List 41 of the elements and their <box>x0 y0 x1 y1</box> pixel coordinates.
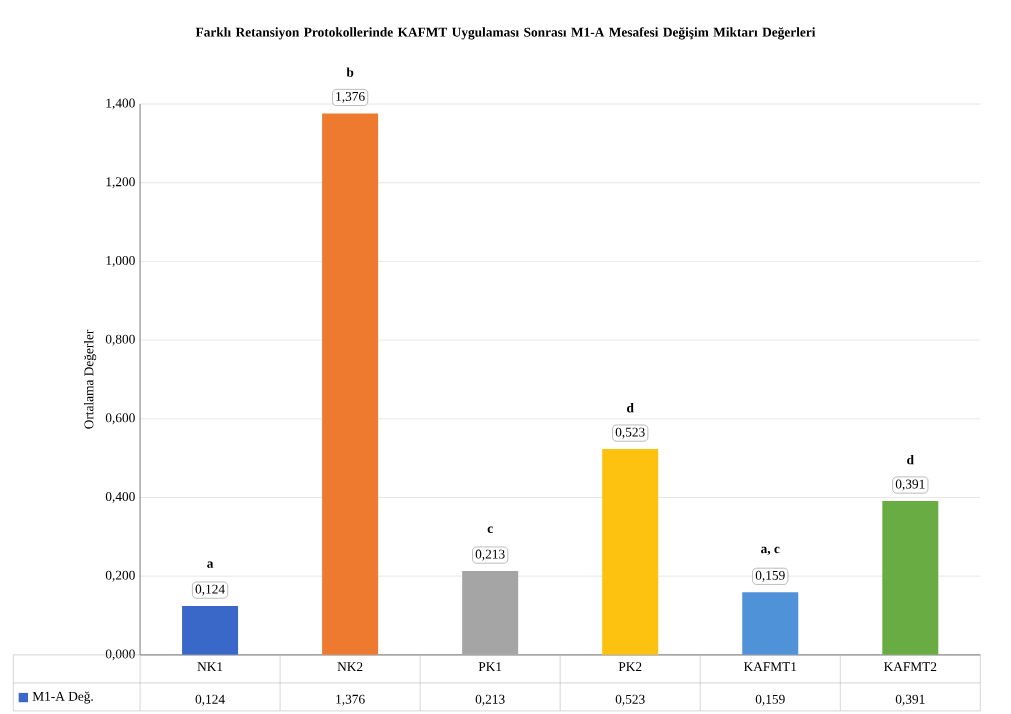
data-label: 0,124 <box>195 694 225 706</box>
y-tick-label: 1,000 <box>106 256 135 268</box>
y-tick-label: 0,000 <box>105 649 135 661</box>
y-tick-label: 0,600 <box>105 413 135 425</box>
x-tick-label: NK1 <box>197 662 223 672</box>
y-tick-label: 1,400 <box>106 98 135 110</box>
x-tick-label: KAFMT1 <box>743 662 797 672</box>
bar <box>322 113 379 656</box>
annotation: b <box>346 67 354 78</box>
x-tick-label: PK1 <box>478 662 502 672</box>
bar <box>462 571 519 656</box>
annotation: d <box>627 403 634 413</box>
x-tick-label: KAFMT2 <box>884 662 937 672</box>
chart-title: Farklı Retansiyon Protokollerinde KAFMT Uygulaması Sonrası M1-A Mesafesi Değişim Miktarı Değerleri <box>195 27 816 40</box>
y-tick-label: 1,200 <box>106 177 135 189</box>
annotation: a <box>207 561 214 569</box>
bar <box>182 606 239 656</box>
text: 0,213 <box>475 549 505 561</box>
y-tick-label: 0,400 <box>105 492 135 504</box>
text: 0,159 <box>755 571 785 582</box>
annotation: a, c <box>761 547 780 556</box>
y-tick-label: 0,800 <box>105 334 135 346</box>
bar <box>602 449 659 656</box>
y-axis-title: Ortalama Değerler <box>84 329 97 429</box>
data-label: 1,376 <box>336 695 365 706</box>
data-label: 0,159 <box>755 694 785 706</box>
text: 0,391 <box>895 479 925 491</box>
text: 0,523 <box>615 427 645 439</box>
text: 0,124 <box>195 584 225 596</box>
y-tick-label: 0,200 <box>105 570 135 582</box>
text: 1,376 <box>336 92 365 104</box>
legend-label: M1-A Değ. <box>32 691 93 704</box>
data-label: 0,523 <box>615 694 645 706</box>
data-label: 0,213 <box>475 694 505 706</box>
x-tick-label: NK2 <box>337 662 363 672</box>
annotation: c <box>487 526 493 534</box>
data-label: 0,391 <box>895 694 925 706</box>
bar <box>742 592 799 656</box>
bar <box>882 501 939 656</box>
annotation: d <box>907 455 914 465</box>
x-tick-label: PK2 <box>618 662 642 672</box>
